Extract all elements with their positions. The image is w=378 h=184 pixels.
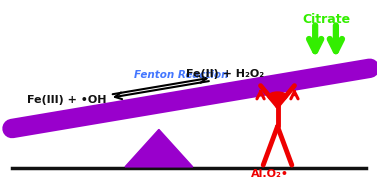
Text: Fe(II) + H₂O₂: Fe(II) + H₂O₂ — [186, 69, 264, 79]
Polygon shape — [125, 129, 193, 167]
Text: Citrate: Citrate — [302, 13, 350, 26]
Text: Al.O₂•: Al.O₂• — [251, 169, 289, 179]
Circle shape — [268, 92, 287, 101]
Text: Fenton Reaction: Fenton Reaction — [134, 70, 229, 80]
Text: Fe(III) + •OH: Fe(III) + •OH — [27, 95, 106, 105]
